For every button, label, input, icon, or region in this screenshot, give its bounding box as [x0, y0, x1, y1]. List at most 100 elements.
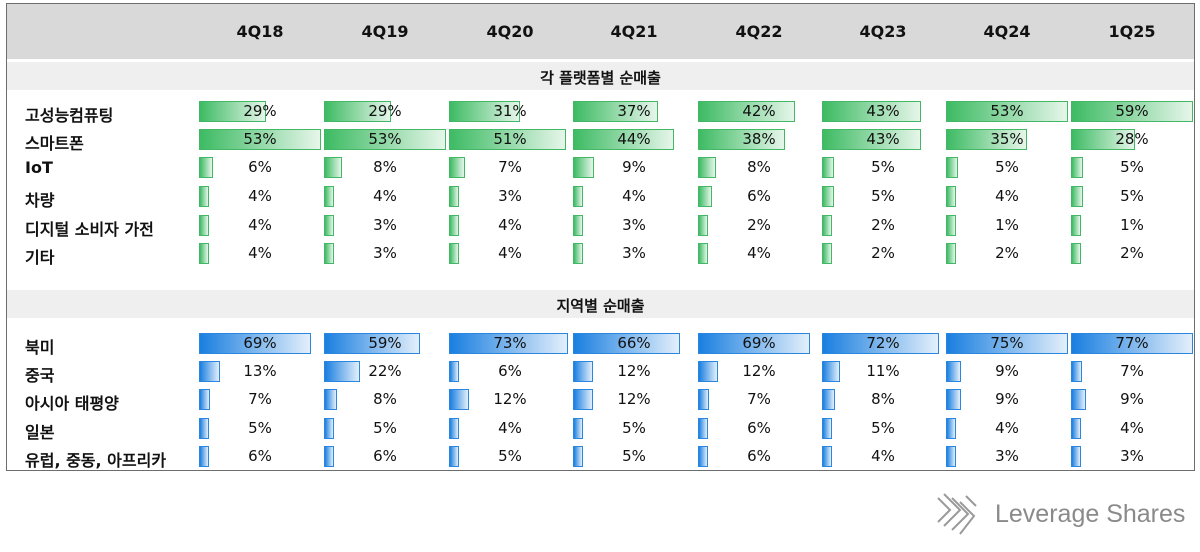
region-bar	[324, 361, 360, 382]
platform-bar	[946, 101, 1068, 122]
region-bar-value-label: 8%	[373, 390, 397, 408]
platform-bar	[698, 157, 717, 178]
platform-bar	[324, 186, 334, 207]
region-bar-value-label: 3%	[995, 447, 1019, 465]
platform-section-title: 각 플랫폼별 순매출	[540, 69, 661, 87]
platform-bar-value-label: 2%	[1120, 244, 1144, 262]
platform-bar	[324, 157, 343, 178]
platform-bar	[822, 101, 921, 122]
platform-bar	[573, 157, 594, 178]
region-bar-value-label: 75%	[990, 334, 1024, 352]
platform-bar	[449, 243, 459, 264]
platform-bar-value-label: 3%	[373, 244, 397, 262]
platform-bar-value-label: 4%	[248, 187, 272, 205]
region-bar-value-label: 5%	[248, 419, 272, 437]
region-bar	[199, 389, 211, 410]
region-bar	[449, 333, 568, 354]
region-bar	[698, 446, 708, 467]
region-row-label: 아시아 태평양	[25, 394, 119, 413]
region-bar	[573, 361, 593, 382]
platform-bar	[573, 129, 675, 150]
platform-bar-value-label: 4%	[747, 244, 771, 262]
region-section-header: 지역별 순매출	[7, 290, 1194, 318]
region-row-label: 유럽, 중동, 아프리카	[25, 451, 167, 470]
region-row-label: 북미	[25, 338, 55, 357]
platform-bar	[449, 101, 521, 122]
region-bar-value-label: 66%	[617, 334, 651, 352]
region-bar-value-label: 6%	[248, 447, 272, 465]
region-bar-value-label: 4%	[995, 419, 1019, 437]
region-bar-value-label: 9%	[1120, 390, 1144, 408]
region-bar	[199, 333, 312, 354]
platform-bar-value-label: 2%	[995, 244, 1019, 262]
region-bar	[698, 389, 710, 410]
region-bar-value-label: 6%	[498, 362, 522, 380]
platform-bar-value-label: 43%	[866, 102, 900, 120]
region-bar	[946, 361, 961, 382]
platform-bar-value-label: 4%	[995, 187, 1019, 205]
region-bar-value-label: 7%	[747, 390, 771, 408]
platform-bar	[324, 243, 334, 264]
platform-bar-value-label: 6%	[747, 187, 771, 205]
region-bar	[573, 333, 681, 354]
quarter-header-4q22: 4Q22	[735, 22, 783, 41]
platform-bar	[449, 215, 459, 236]
region-bar	[946, 333, 1068, 354]
platform-bar-value-label: 29%	[368, 102, 402, 120]
platform-section-header: 각 플랫폼별 순매출	[7, 62, 1194, 90]
platform-bar	[573, 186, 583, 207]
quarter-header-4q20: 4Q20	[486, 22, 534, 41]
leverage-shares-logo-icon	[937, 493, 977, 535]
platform-bar-value-label: 5%	[995, 158, 1019, 176]
platform-bar-value-label: 2%	[747, 216, 771, 234]
platform-bar-value-label: 4%	[622, 187, 646, 205]
region-bar	[698, 361, 718, 382]
region-bar	[822, 361, 840, 382]
platform-bar	[324, 101, 391, 122]
region-bar-value-label: 9%	[995, 390, 1019, 408]
region-bar	[324, 389, 337, 410]
region-bar	[698, 418, 708, 439]
quarter-header-row	[7, 4, 1194, 59]
platform-bar	[946, 215, 956, 236]
region-bar	[822, 389, 835, 410]
platform-bar-value-label: 5%	[1120, 187, 1144, 205]
region-bar	[946, 389, 961, 410]
platform-bar	[1071, 186, 1083, 207]
platform-bar	[199, 157, 213, 178]
platform-bar	[1071, 215, 1081, 236]
region-bar-value-label: 4%	[1120, 419, 1144, 437]
platform-bar-value-label: 4%	[498, 244, 522, 262]
quarter-header-4q24: 4Q24	[983, 22, 1031, 41]
platform-bar	[822, 157, 834, 178]
platform-bar-value-label: 9%	[622, 158, 646, 176]
platform-bar-value-label: 8%	[373, 158, 397, 176]
region-row-label: 일본	[25, 423, 55, 442]
region-bar-value-label: 4%	[498, 419, 522, 437]
region-bar-value-label: 12%	[493, 390, 527, 408]
platform-bar-value-label: 42%	[742, 102, 776, 120]
region-bar-value-label: 22%	[368, 362, 402, 380]
region-bar-value-label: 6%	[747, 419, 771, 437]
platform-bar	[822, 129, 921, 150]
region-bar-value-label: 5%	[622, 447, 646, 465]
platform-bar	[199, 215, 209, 236]
platform-row-label: IoT	[25, 158, 53, 177]
platform-bar	[1071, 129, 1136, 150]
platform-bar-value-label: 5%	[871, 187, 895, 205]
region-bar	[199, 418, 209, 439]
quarter-header-1q25: 1Q25	[1108, 22, 1156, 41]
region-bar-value-label: 12%	[617, 362, 651, 380]
region-bar	[1071, 418, 1081, 439]
platform-bar	[199, 186, 209, 207]
platform-bar-value-label: 4%	[248, 244, 272, 262]
region-bar	[1071, 333, 1193, 354]
quarter-header-4q19: 4Q19	[361, 22, 409, 41]
data-table-frame: 각 플랫폼별 순매출 지역별 순매출 4Q18 4Q19 4Q20 4Q21 4Q22 4…	[6, 3, 1195, 471]
platform-bar	[573, 215, 583, 236]
platform-bar-value-label: 31%	[493, 102, 527, 120]
region-bar-value-label: 8%	[871, 390, 895, 408]
platform-bar	[573, 101, 659, 122]
region-bar-value-label: 7%	[1120, 362, 1144, 380]
region-bar	[573, 446, 583, 467]
